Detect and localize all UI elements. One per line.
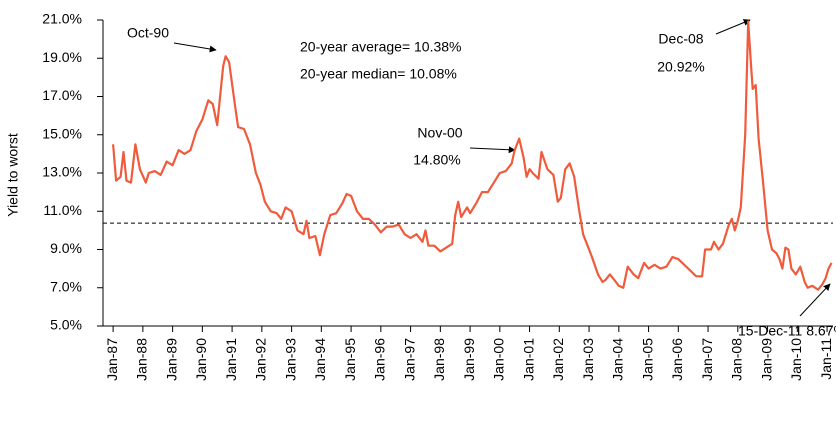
x-tick-label: Jan-99 <box>461 338 477 381</box>
x-tick-label: Jan-09 <box>758 338 774 381</box>
y-tick-label: 7.0% <box>50 278 82 294</box>
x-tick-label: Jan-01 <box>520 338 536 381</box>
x-tick-label: Jan-06 <box>669 338 685 381</box>
x-tick-label: Jan-93 <box>282 338 298 381</box>
y-tick-label: 19.0% <box>42 49 82 65</box>
y-axis-title: Yield to worst <box>5 133 21 217</box>
annotation: 20-year average= 10.38% <box>300 39 462 55</box>
x-tick-label: Jan-04 <box>610 338 626 381</box>
x-tick-label: Jan-00 <box>491 338 507 381</box>
x-tick-label: Jan-03 <box>580 338 596 381</box>
y-tick-label: 17.0% <box>42 87 82 103</box>
x-tick-label: Jan-07 <box>699 338 715 381</box>
annotation: 14.80% <box>413 152 460 168</box>
x-tick-label: Jan-91 <box>223 338 239 381</box>
x-tick-label: Jan-92 <box>253 338 269 381</box>
annotation: 20-year median= 10.08% <box>300 66 457 82</box>
x-tick-label: Jan-94 <box>312 338 328 381</box>
y-tick-label: 13.0% <box>42 164 82 180</box>
y-tick-label: 11.0% <box>43 202 82 218</box>
x-tick-label: Jan-11 <box>818 338 834 380</box>
annotation: Nov-00 <box>417 125 462 141</box>
x-tick-label: Jan-02 <box>550 338 566 381</box>
x-tick-label: Jan-89 <box>163 338 179 381</box>
y-tick-label: 5.0% <box>50 317 82 333</box>
arrow <box>173 42 217 53</box>
y-tick-label: 15.0% <box>42 125 82 141</box>
series-line <box>112 20 833 291</box>
x-tick-label: Jan-87 <box>104 338 120 381</box>
x-tick-label: Jan-97 <box>401 338 417 381</box>
x-tick-label: Jan-90 <box>193 338 209 381</box>
y-tick-label: 9.0% <box>50 240 82 256</box>
x-tick-label: Jan-10 <box>788 338 804 381</box>
x-tick-label: Jan-98 <box>431 338 447 381</box>
arrow <box>799 283 831 317</box>
arrow <box>715 19 751 35</box>
x-tick-label: Jan-95 <box>342 338 358 381</box>
annotation: 15-Dec-11 8.67% <box>738 323 836 339</box>
x-tick-label: Jan-05 <box>639 338 655 381</box>
annotation: Dec-08 <box>658 31 703 47</box>
x-tick-label: Jan-08 <box>729 338 745 381</box>
y-tick-label: 21.0% <box>42 11 82 27</box>
x-tick-label: Jan-88 <box>134 338 150 381</box>
annotation: 20.92% <box>657 59 704 75</box>
arrow <box>469 146 516 154</box>
annotation: Oct-90 <box>127 25 169 41</box>
x-tick-label: Jan-96 <box>372 338 388 381</box>
